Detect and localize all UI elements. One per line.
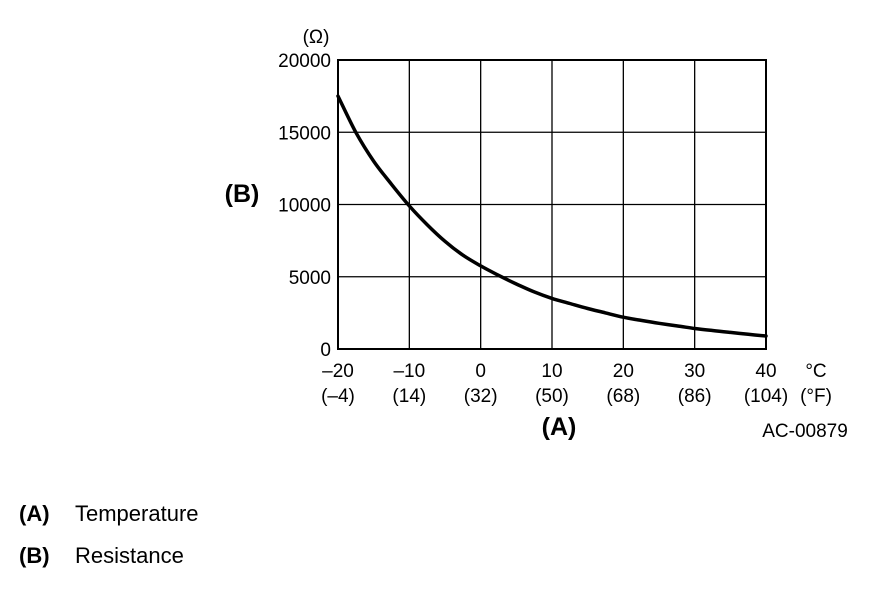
legend-row-resistance: (B) Resistance <box>19 543 184 569</box>
y-tick-labels: 0 5000 10000 15000 20000 <box>278 51 331 361</box>
legend-text-resistance: Resistance <box>75 543 184 568</box>
y-tick-label: 10000 <box>278 196 331 217</box>
x-tick-label-celsius: 0 <box>475 361 486 382</box>
x-tick-label-fahrenheit: (–4) <box>321 386 355 407</box>
grid-lines <box>338 60 766 349</box>
x-tick-label-celsius: 20 <box>613 361 634 382</box>
legend-text-temperature: Temperature <box>75 501 199 526</box>
x-tick-label-fahrenheit: (86) <box>678 386 712 407</box>
y-tick-label: 5000 <box>289 268 331 289</box>
x-tick-label-fahrenheit: (50) <box>535 386 569 407</box>
y-tick-label: 20000 <box>278 51 331 72</box>
resistance-temperature-chart: 0 5000 10000 15000 20000 –20 (–4) –10 (14) 0 (32)… <box>225 27 848 442</box>
x-unit-fahrenheit: (°F) <box>800 386 832 407</box>
x-axis-label: (A) <box>542 413 577 441</box>
x-tick-label-celsius: 40 <box>755 361 776 382</box>
legend-key-b: (B) <box>19 543 50 568</box>
legend-key-a: (A) <box>19 501 50 526</box>
x-tick-label-celsius: –10 <box>393 361 425 382</box>
figure-id: AC-00879 <box>762 421 848 442</box>
y-tick-label: 15000 <box>278 123 331 144</box>
x-tick-label-fahrenheit: (68) <box>606 386 640 407</box>
x-tick-label-celsius: –20 <box>322 361 354 382</box>
y-tick-label: 0 <box>320 340 331 361</box>
x-tick-label-fahrenheit: (104) <box>744 386 788 407</box>
y-unit-label: (Ω) <box>303 27 330 48</box>
x-tick-label-fahrenheit: (14) <box>392 386 426 407</box>
plot-area-border <box>337 59 767 350</box>
resistance-curve <box>336 94 768 338</box>
y-axis-label: (B) <box>225 180 260 208</box>
x-tick-label-celsius: 10 <box>541 361 562 382</box>
x-tick-labels: –20 (–4) –10 (14) 0 (32) 10 (50) 20 (68) 30 (86) 40 (… <box>321 361 788 407</box>
legend-row-temperature: (A) Temperature <box>19 501 199 527</box>
x-tick-label-celsius: 30 <box>684 361 705 382</box>
x-tick-label-fahrenheit: (32) <box>464 386 498 407</box>
x-unit-celsius: °C <box>805 361 826 382</box>
